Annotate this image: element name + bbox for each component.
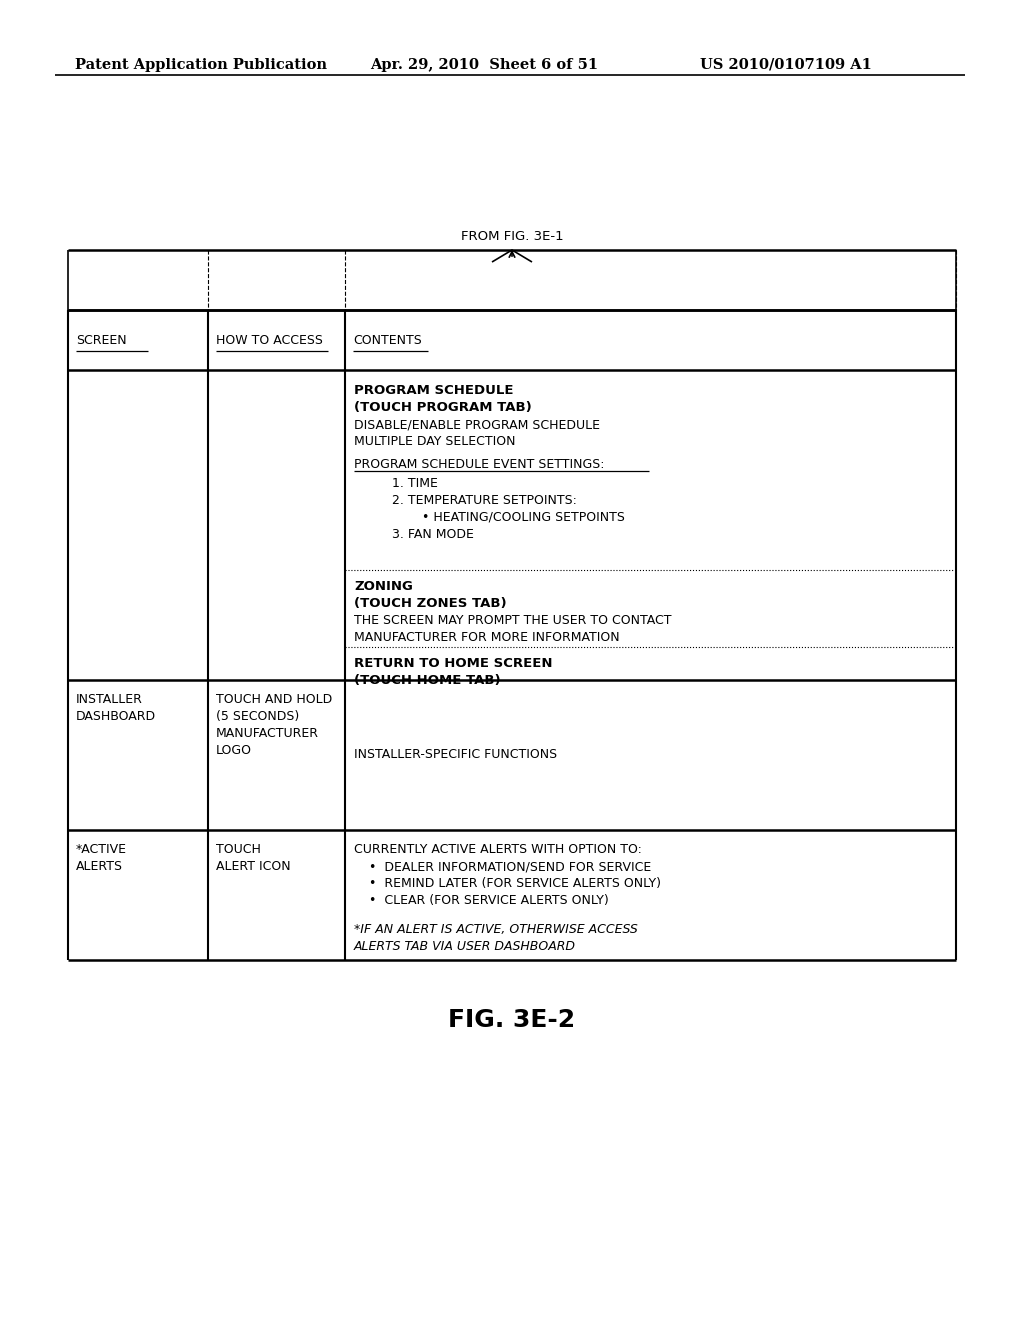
Text: SCREEN: SCREEN: [76, 334, 127, 346]
Text: •  CLEAR (FOR SERVICE ALERTS ONLY): • CLEAR (FOR SERVICE ALERTS ONLY): [369, 894, 608, 907]
Text: RETURN TO HOME SCREEN: RETURN TO HOME SCREEN: [354, 657, 553, 671]
Text: •  DEALER INFORMATION/SEND FOR SERVICE: • DEALER INFORMATION/SEND FOR SERVICE: [369, 861, 651, 873]
Text: INSTALLER: INSTALLER: [76, 693, 143, 706]
Text: 3. FAN MODE: 3. FAN MODE: [392, 528, 474, 541]
Text: CURRENTLY ACTIVE ALERTS WITH OPTION TO:: CURRENTLY ACTIVE ALERTS WITH OPTION TO:: [354, 843, 642, 855]
Text: *IF AN ALERT IS ACTIVE, OTHERWISE ACCESS: *IF AN ALERT IS ACTIVE, OTHERWISE ACCESS: [354, 923, 638, 936]
Text: Apr. 29, 2010  Sheet 6 of 51: Apr. 29, 2010 Sheet 6 of 51: [370, 58, 598, 73]
Text: PROGRAM SCHEDULE: PROGRAM SCHEDULE: [354, 384, 513, 397]
Text: TOUCH AND HOLD: TOUCH AND HOLD: [216, 693, 332, 706]
Text: 1. TIME: 1. TIME: [392, 477, 438, 490]
Text: (TOUCH PROGRAM TAB): (TOUCH PROGRAM TAB): [354, 401, 531, 414]
Text: (TOUCH HOME TAB): (TOUCH HOME TAB): [354, 675, 501, 686]
Text: FROM FIG. 3E-1: FROM FIG. 3E-1: [461, 231, 563, 243]
Text: Patent Application Publication: Patent Application Publication: [75, 58, 327, 73]
Text: • HEATING/COOLING SETPOINTS: • HEATING/COOLING SETPOINTS: [422, 511, 625, 524]
Text: *ACTIVE: *ACTIVE: [76, 843, 127, 855]
Text: ALERTS: ALERTS: [76, 861, 123, 873]
Text: HOW TO ACCESS: HOW TO ACCESS: [216, 334, 323, 346]
Text: (5 SECONDS): (5 SECONDS): [216, 710, 299, 723]
Text: INSTALLER-SPECIFIC FUNCTIONS: INSTALLER-SPECIFIC FUNCTIONS: [354, 748, 557, 762]
Text: MANUFACTURER FOR MORE INFORMATION: MANUFACTURER FOR MORE INFORMATION: [354, 631, 620, 644]
Text: FIG. 3E-2: FIG. 3E-2: [449, 1008, 575, 1032]
Text: MANUFACTURER: MANUFACTURER: [216, 727, 319, 741]
Text: ALERTS TAB VIA USER DASHBOARD: ALERTS TAB VIA USER DASHBOARD: [354, 940, 575, 953]
Text: 2. TEMPERATURE SETPOINTS:: 2. TEMPERATURE SETPOINTS:: [392, 494, 577, 507]
Text: US 2010/0107109 A1: US 2010/0107109 A1: [700, 58, 871, 73]
Text: MULTIPLE DAY SELECTION: MULTIPLE DAY SELECTION: [354, 436, 515, 447]
Text: TOUCH: TOUCH: [216, 843, 261, 855]
Text: ALERT ICON: ALERT ICON: [216, 861, 291, 873]
Text: CONTENTS: CONTENTS: [353, 334, 422, 346]
Text: LOGO: LOGO: [216, 744, 252, 756]
Text: THE SCREEN MAY PROMPT THE USER TO CONTACT: THE SCREEN MAY PROMPT THE USER TO CONTAC…: [354, 614, 672, 627]
Text: ZONING: ZONING: [354, 579, 413, 593]
Text: DISABLE/ENABLE PROGRAM SCHEDULE: DISABLE/ENABLE PROGRAM SCHEDULE: [354, 418, 600, 432]
Text: DASHBOARD: DASHBOARD: [76, 710, 156, 723]
Text: PROGRAM SCHEDULE EVENT SETTINGS:: PROGRAM SCHEDULE EVENT SETTINGS:: [354, 458, 604, 471]
Text: (TOUCH ZONES TAB): (TOUCH ZONES TAB): [354, 597, 507, 610]
Text: •  REMIND LATER (FOR SERVICE ALERTS ONLY): • REMIND LATER (FOR SERVICE ALERTS ONLY): [369, 876, 662, 890]
